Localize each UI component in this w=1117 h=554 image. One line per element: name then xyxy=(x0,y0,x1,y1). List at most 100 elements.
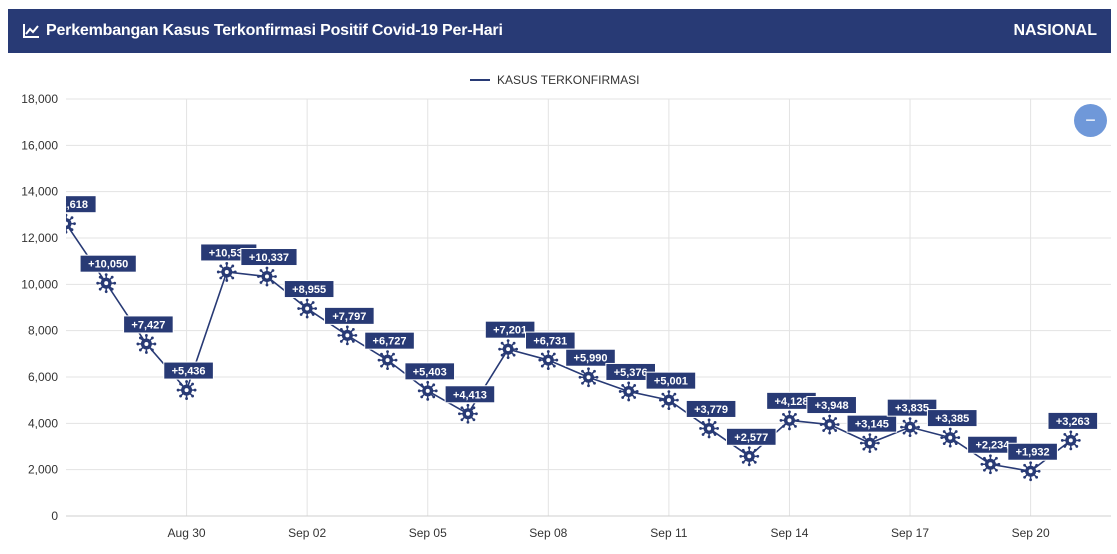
data-point xyxy=(1020,461,1041,482)
data-label-text: +3,145 xyxy=(855,419,889,431)
marker-spike-tip xyxy=(940,436,944,439)
marker-spike-tip xyxy=(900,425,903,429)
marker-spike-tip xyxy=(426,397,430,401)
data-label: +8,955 xyxy=(283,280,335,299)
minus-icon: − xyxy=(1085,110,1096,130)
data-label-box xyxy=(163,361,214,380)
marker-spike-tip xyxy=(337,333,341,337)
marker-spike-tip xyxy=(259,281,263,284)
marker-spike-tip xyxy=(380,352,383,356)
data-label-text: +1,932 xyxy=(1016,447,1050,459)
marker-center xyxy=(1068,438,1073,443)
marker-spike-tip xyxy=(59,228,62,231)
marker-spike-tip xyxy=(98,275,102,279)
marker-spike-tip xyxy=(150,336,154,340)
marker-spike-tip xyxy=(314,307,318,310)
marker-spike-tip xyxy=(828,431,832,435)
marker-spike-tip xyxy=(834,429,838,432)
marker-spike-tip xyxy=(753,448,757,452)
marker-spike-tip xyxy=(110,275,114,279)
data-label-text: +3,948 xyxy=(815,400,849,412)
marker-spike-tip xyxy=(699,427,702,430)
marker-spike-tip xyxy=(716,427,719,430)
marker-center xyxy=(144,341,149,346)
marker-spike-tip xyxy=(983,468,986,472)
marker-spike-tip xyxy=(822,417,826,420)
marker-spike-tip xyxy=(299,313,303,316)
series-group: +12,618 +10,050 +7,427 +5,436 +10,534 +10,337… xyxy=(48,195,1099,482)
marker-spike-tip xyxy=(980,462,984,466)
data-label: +3,145 xyxy=(846,414,898,433)
marker-spike-tip xyxy=(515,347,519,351)
data-label-box xyxy=(725,427,777,446)
data-point xyxy=(216,262,237,282)
marker-spike-tip xyxy=(216,270,220,274)
marker-spike-tip xyxy=(908,417,912,421)
data-label-box xyxy=(484,320,536,339)
data-label-text: +12,618 xyxy=(48,199,88,211)
marker-spike-tip xyxy=(219,276,223,280)
marker-spike-tip xyxy=(581,369,584,373)
marker-spike-tip xyxy=(948,427,952,431)
marker-spike-tip xyxy=(351,327,355,331)
marker-spike-tip xyxy=(713,421,717,424)
data-label: +5,001 xyxy=(645,371,697,390)
marker-spike-tip xyxy=(420,395,424,399)
data-label: +3,263 xyxy=(1047,411,1099,430)
marker-spike-tip xyxy=(661,392,665,396)
marker-spike-tip xyxy=(305,298,309,302)
data-label: +10,050 xyxy=(79,254,137,273)
marker-spike-tip xyxy=(673,404,677,408)
data-point xyxy=(578,367,599,388)
marker-spike-tip xyxy=(434,389,438,393)
marker-spike-tip xyxy=(1035,475,1039,479)
marker-spike-tip xyxy=(271,281,275,284)
data-label-box xyxy=(685,399,737,418)
marker-center xyxy=(305,306,310,311)
page-title: Perkembangan Kasus Terkonfirmasi Positif… xyxy=(46,22,503,39)
marker-spike-tip xyxy=(153,342,157,346)
data-label-box xyxy=(240,248,298,267)
marker-spike-tip xyxy=(386,350,389,354)
marker-spike-tip xyxy=(56,222,59,225)
data-label-box xyxy=(525,331,576,350)
marker-center xyxy=(988,462,993,467)
marker-spike-tip xyxy=(179,382,182,386)
marker-spike-tip xyxy=(942,430,946,433)
data-label-text: +5,376 xyxy=(614,367,648,379)
marker-spike xyxy=(60,227,62,229)
marker-spike-tip xyxy=(66,213,68,217)
marker-spike-tip xyxy=(1069,430,1073,434)
marker-spike-tip xyxy=(997,462,1001,466)
marker-spike-tip xyxy=(995,468,998,472)
data-label-text: +3,385 xyxy=(935,413,969,425)
scope-label: NASIONAL xyxy=(1013,22,1097,39)
marker-spike-tip xyxy=(512,341,516,345)
marker-spike-tip xyxy=(859,441,863,445)
marker-spike-tip xyxy=(874,435,878,439)
marker-spike-tip xyxy=(667,407,671,411)
marker-spike-tip xyxy=(259,269,263,272)
marker-spike-tip xyxy=(144,351,148,354)
marker-spike-tip xyxy=(512,353,516,357)
marker-spike-tip xyxy=(788,427,791,431)
data-label: +3,385 xyxy=(926,409,978,428)
marker-spike-tip xyxy=(498,347,502,351)
x-tick-label: Sep 14 xyxy=(770,526,808,540)
y-tick-label: 4,000 xyxy=(28,416,58,430)
data-label: +3,948 xyxy=(806,396,857,415)
marker-spike-tip xyxy=(420,383,424,387)
zoom-out-button[interactable]: − xyxy=(1074,104,1107,137)
data-point xyxy=(900,417,920,438)
marker-spike-tip xyxy=(1075,432,1079,436)
marker-spike-tip xyxy=(552,364,556,368)
marker-spike-tip xyxy=(954,442,958,445)
marker-spike-tip xyxy=(274,275,277,278)
marker-spike-tip xyxy=(555,358,559,362)
marker-spike-tip xyxy=(299,301,303,304)
marker-spike-tip xyxy=(868,450,872,454)
marker-spike-tip xyxy=(506,356,510,360)
marker-spike-tip xyxy=(1063,432,1067,436)
data-label: +12,618 xyxy=(48,195,97,214)
marker-spike-tip xyxy=(658,398,662,402)
